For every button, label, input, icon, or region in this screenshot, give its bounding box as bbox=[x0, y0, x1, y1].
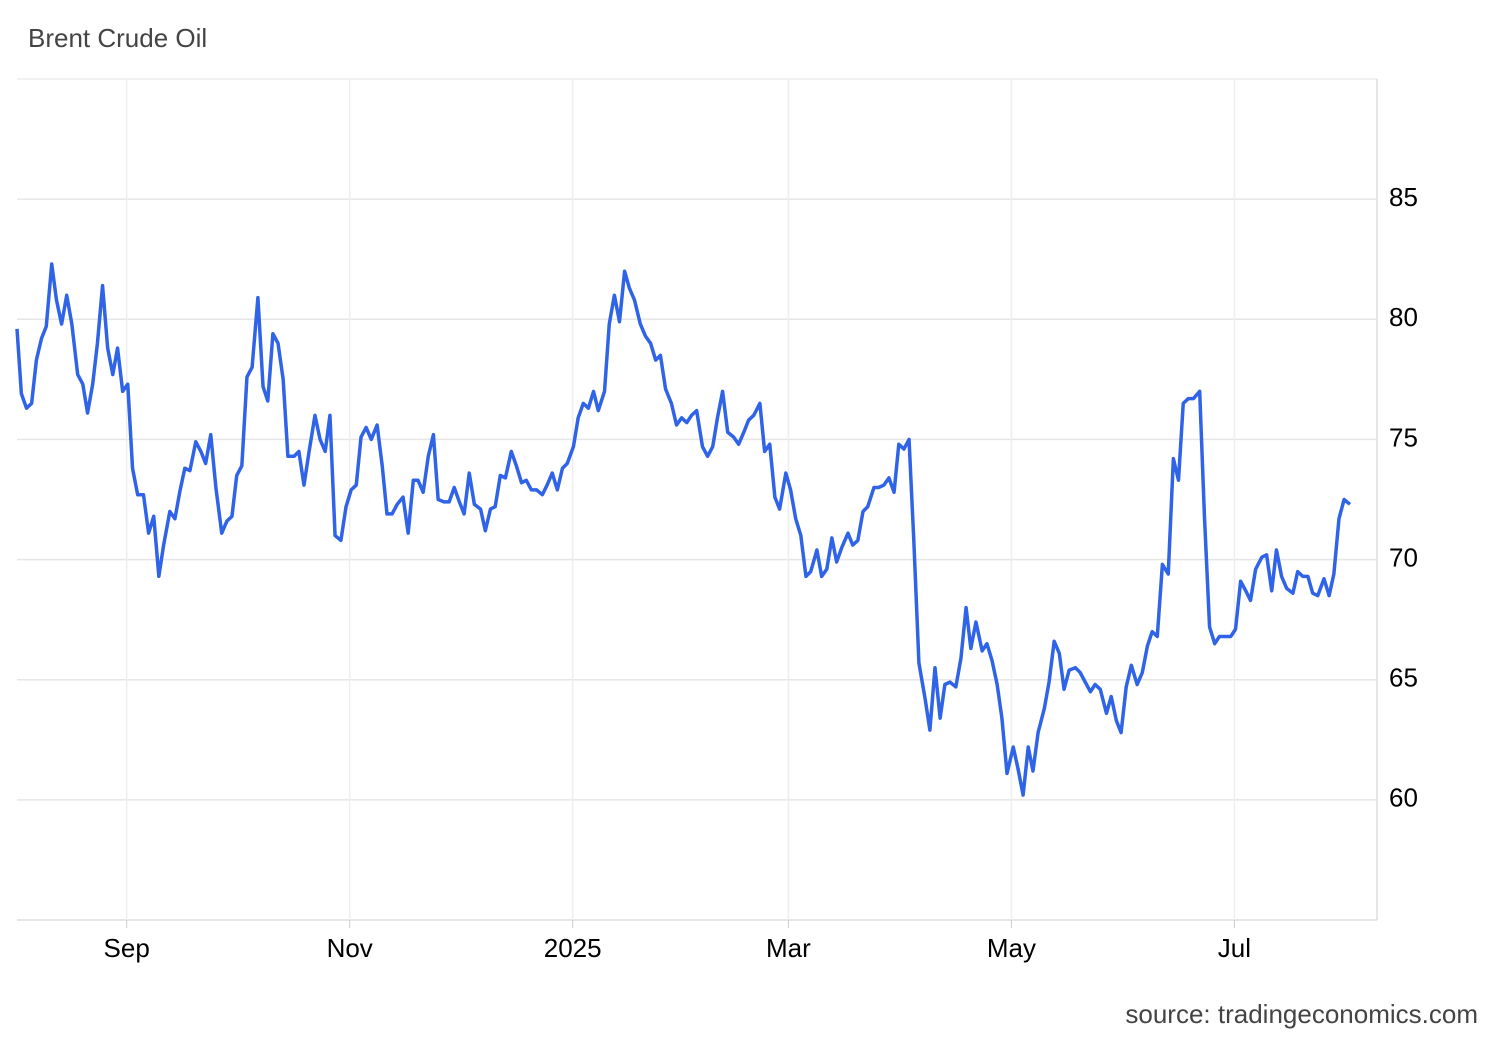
y-tick-label: 70 bbox=[1389, 542, 1418, 572]
x-tick-label: Mar bbox=[766, 933, 811, 963]
y-tick-label: 85 bbox=[1389, 182, 1418, 212]
price-line bbox=[15, 262, 1352, 797]
source-note: source: tradingeconomics.com bbox=[1125, 999, 1478, 1029]
y-tick-label: 65 bbox=[1389, 663, 1418, 693]
chart-title: Brent Crude Oil bbox=[28, 23, 207, 53]
x-tick-label: May bbox=[987, 933, 1036, 963]
y-tick-label: 80 bbox=[1389, 302, 1418, 332]
y-tick-label: 75 bbox=[1389, 422, 1418, 452]
x-tick-label: Jul bbox=[1218, 933, 1251, 963]
y-tick-label: 60 bbox=[1389, 783, 1418, 813]
x-tick-label: 2025 bbox=[544, 933, 602, 963]
x-tick-label: Sep bbox=[104, 933, 150, 963]
x-tick-label: Nov bbox=[327, 933, 373, 963]
